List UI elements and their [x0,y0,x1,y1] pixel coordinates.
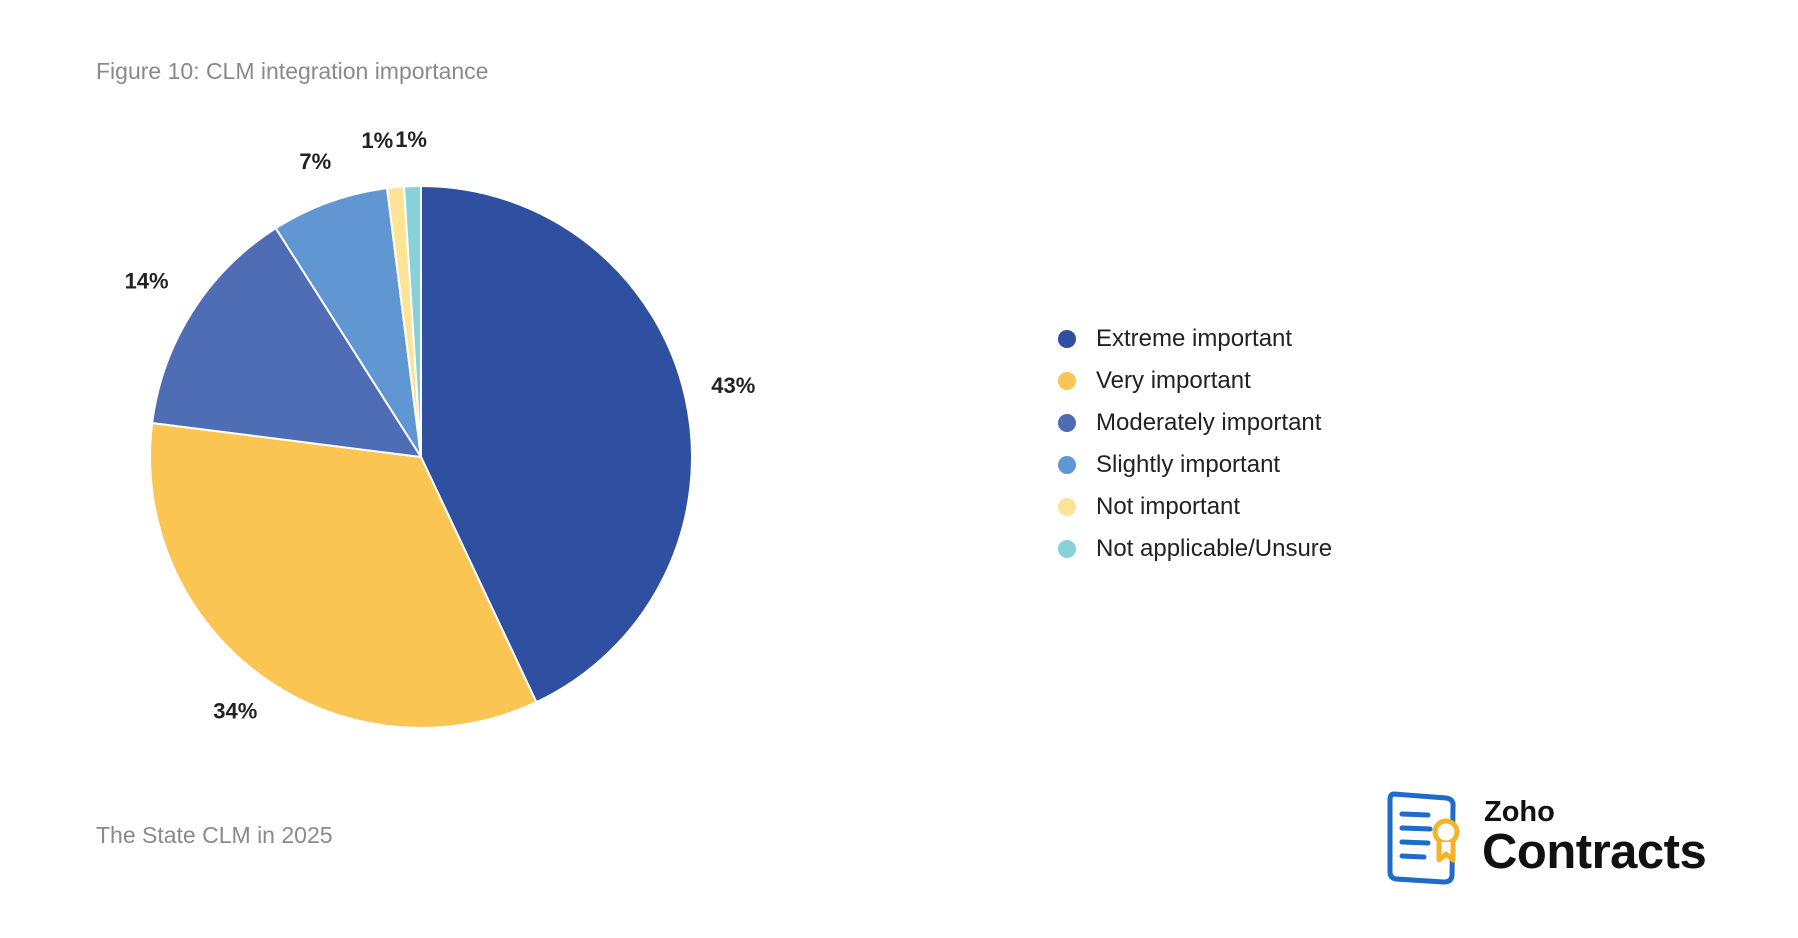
legend-dot-icon [1058,414,1076,432]
pie-slice-4 [274,187,422,458]
logo-product-text: Contracts [1482,825,1707,879]
pie-label-5: 1% [361,128,393,153]
zoho-contracts-logo: Zoho Contracts [1384,790,1724,890]
pie-slice-2 [149,421,538,729]
legend-item: Slightly important [1058,444,1332,486]
legend-label: Not applicable/Unsure [1096,535,1333,562]
logo-brand-text: Zoho [1484,796,1555,828]
figure-title: Figure 10: CLM integration importance [96,58,489,84]
legend-item: Extreme important [1058,318,1332,360]
pie-label-3: 14% [125,269,169,294]
legend-dot-icon [1058,498,1076,516]
pie-label-1: 43% [711,373,755,398]
chart-legend: Extreme important Very important Moderatel… [1058,318,1332,570]
legend-dot-icon [1058,330,1076,348]
legend-label: Not important [1096,493,1241,520]
pie-label-2: 34% [213,698,257,723]
legend-label: Moderately important [1096,409,1322,436]
legend-item: Very important [1058,360,1332,402]
pie-slice-6 [402,184,422,458]
pie-slices [149,184,693,729]
legend-label: Extreme important [1096,325,1293,352]
pie-label-6: 1% [395,127,427,152]
legend-dot-icon [1058,540,1076,558]
contract-document-with-ribbon-icon [1387,791,1460,885]
legend-dot-icon [1058,456,1076,474]
legend-dot-icon [1058,372,1076,390]
pie-labels: 43% 34% 14% 7% 1% 1% [125,127,756,723]
legend-item: Not important [1058,486,1332,528]
footer-text: The State CLM in 2025 [96,822,333,848]
pie-label-4: 7% [299,149,331,174]
legend-item: Moderately important [1058,402,1332,444]
legend-label: Slightly important [1096,451,1281,478]
legend-item: Not applicable/Unsure [1058,528,1332,570]
legend-label: Very important [1096,367,1251,394]
pie-slice-1 [420,184,693,704]
pie-slice-3 [151,226,423,459]
